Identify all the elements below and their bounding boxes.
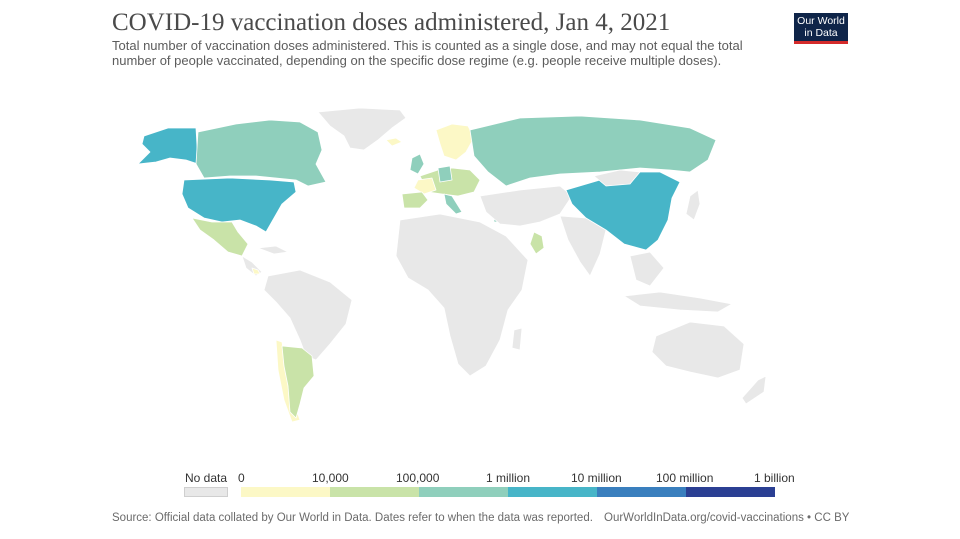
map-region-indonesia[interactable] — [623, 291, 733, 313]
map-region-southeast-asia[interactable] — [629, 251, 665, 287]
map-region-australia[interactable] — [651, 321, 745, 379]
legend-tick-label: 10,000 — [312, 471, 349, 485]
page-title: COVID-19 vaccination doses administered,… — [112, 9, 671, 36]
map-region-caribbean[interactable] — [257, 245, 289, 255]
logo-line-2: in Data — [804, 27, 838, 39]
map-region-argentina[interactable] — [281, 345, 315, 419]
legend-tick-label: 100 million — [656, 471, 714, 485]
source-link[interactable]: OurWorldInData.org/covid-vaccinations • … — [604, 512, 850, 524]
legend-tick-label: 0 — [238, 471, 245, 485]
legend-tick-label: 10 million — [571, 471, 622, 485]
map-region-iceland[interactable] — [385, 137, 403, 147]
legend-no-data-swatch[interactable] — [184, 487, 228, 497]
map-region-france[interactable] — [413, 177, 437, 195]
legend-tick-label: 1 million — [486, 471, 531, 485]
map-region-iberia[interactable] — [401, 191, 429, 209]
page-subtitle: Total number of vaccination doses admini… — [112, 38, 743, 68]
map-region-new-zealand[interactable] — [741, 375, 767, 405]
map-region-scandinavia[interactable] — [435, 123, 475, 161]
map-region-south-america[interactable] — [263, 269, 353, 361]
map-region-canada[interactable] — [195, 119, 327, 187]
map-region-madagascar[interactable] — [511, 327, 523, 351]
legend-bin-100k-1m[interactable] — [419, 487, 508, 497]
map-region-mongolia[interactable] — [593, 169, 641, 187]
legend-bin-100m-1b[interactable] — [686, 487, 775, 497]
map-region-mexico[interactable] — [191, 217, 249, 257]
map-region-gulf[interactable] — [529, 231, 545, 255]
map-region-alaska[interactable] — [137, 127, 199, 165]
map-region-greenland[interactable] — [317, 107, 407, 151]
map-region-costa-rica[interactable] — [251, 267, 261, 275]
map-region-germany[interactable] — [437, 165, 453, 183]
legend-bin-10m-100m[interactable] — [597, 487, 686, 497]
legend-bin-1m-10m[interactable] — [508, 487, 597, 497]
map-region-russia[interactable] — [469, 115, 717, 187]
map-region-africa[interactable] — [395, 213, 529, 377]
legend-tick-label: 1 billion — [754, 471, 795, 485]
map-region-middle-east[interactable] — [479, 185, 573, 227]
source-note: Source: Official data collated by Our Wo… — [112, 512, 593, 524]
map-region-japan[interactable] — [685, 189, 701, 221]
legend-no-data-label: No data — [185, 471, 228, 485]
legend-bin-10k-100k[interactable] — [330, 487, 419, 497]
map-region-united-kingdom[interactable] — [409, 153, 425, 175]
map-region-italy[interactable] — [443, 193, 463, 215]
legend-tick-label: 100,000 — [396, 471, 440, 485]
owid-logo[interactable]: Our World in Data — [794, 13, 848, 44]
logo-line-1: Our World — [797, 15, 845, 27]
map-region-united-states[interactable] — [181, 177, 297, 233]
legend-bin-0-10k[interactable] — [241, 487, 330, 497]
